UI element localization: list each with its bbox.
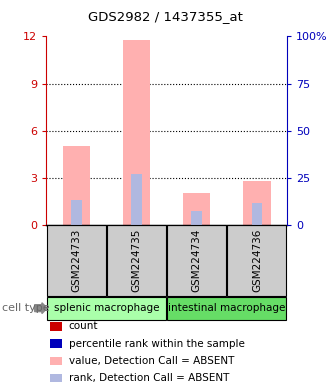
Text: splenic macrophage: splenic macrophage (54, 303, 159, 313)
Text: cell type: cell type (2, 303, 49, 313)
Text: GSM224736: GSM224736 (252, 228, 262, 292)
Bar (251, 203, 262, 225)
Text: GSM224733: GSM224733 (71, 228, 81, 292)
Bar (191, 210, 202, 225)
Bar (123, 40, 150, 225)
Text: GSM224735: GSM224735 (132, 228, 142, 292)
Text: GSM224734: GSM224734 (192, 228, 202, 292)
Text: GDS2982 / 1437355_at: GDS2982 / 1437355_at (87, 10, 243, 23)
Bar (167, 297, 286, 319)
Bar (47, 297, 166, 319)
Bar (131, 174, 142, 225)
Bar (63, 146, 90, 225)
Text: count: count (69, 321, 98, 331)
Text: percentile rank within the sample: percentile rank within the sample (69, 339, 245, 349)
Text: rank, Detection Call = ABSENT: rank, Detection Call = ABSENT (69, 373, 229, 383)
Bar (167, 225, 226, 296)
Text: value, Detection Call = ABSENT: value, Detection Call = ABSENT (69, 356, 234, 366)
Bar (107, 225, 166, 296)
Bar (244, 181, 271, 225)
Bar (183, 193, 210, 225)
Bar (47, 225, 106, 296)
Bar (71, 200, 82, 225)
Text: intestinal macrophage: intestinal macrophage (168, 303, 285, 313)
Bar (227, 225, 286, 296)
